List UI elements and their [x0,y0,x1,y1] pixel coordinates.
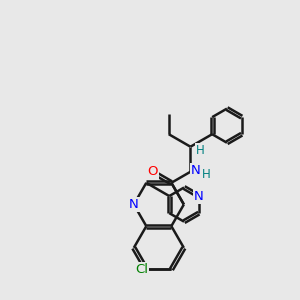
Text: N: N [129,198,139,211]
Text: H: H [202,168,211,181]
Text: N: N [194,190,204,202]
Text: O: O [147,165,158,178]
Text: Cl: Cl [135,263,148,276]
Text: N: N [191,164,201,177]
Text: H: H [196,144,204,157]
